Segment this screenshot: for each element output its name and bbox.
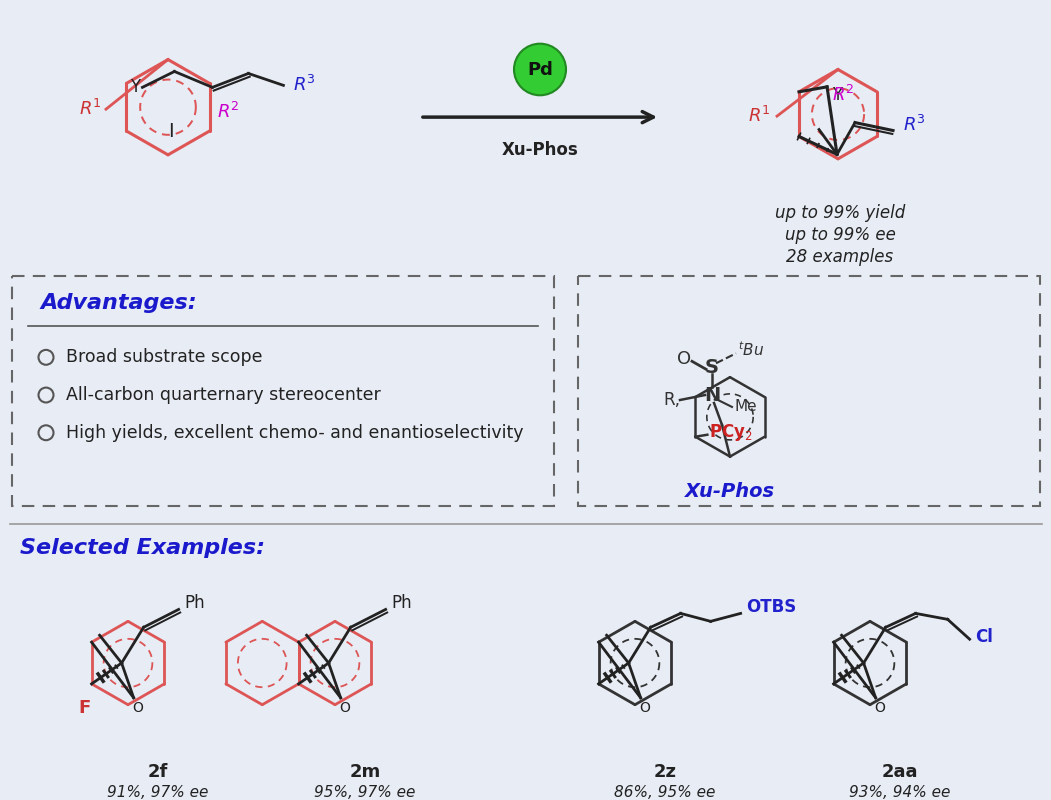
Text: $R^2$: $R^2$ — [831, 85, 854, 105]
Text: $R^3$: $R^3$ — [903, 114, 926, 134]
Text: Y: Y — [832, 86, 842, 104]
Text: O: O — [677, 350, 692, 368]
Text: OTBS: OTBS — [745, 598, 796, 617]
Text: Advantages:: Advantages: — [40, 293, 197, 313]
Text: 28 examples: 28 examples — [786, 248, 893, 266]
Text: 2aa: 2aa — [882, 763, 919, 782]
Text: up to 99% ee: up to 99% ee — [784, 226, 895, 244]
Text: Pd: Pd — [527, 62, 553, 79]
Text: 86%, 95% ee: 86%, 95% ee — [615, 785, 716, 799]
Text: Ph: Ph — [392, 594, 412, 613]
Text: up to 99% yield: up to 99% yield — [775, 204, 905, 222]
Text: 2z: 2z — [654, 763, 677, 782]
Text: Xu-Phos: Xu-Phos — [501, 141, 578, 159]
Text: N: N — [704, 386, 720, 405]
Text: $^tBu$: $^tBu$ — [738, 340, 764, 358]
Text: $R^1$: $R^1$ — [80, 99, 102, 119]
Text: 2f: 2f — [148, 763, 168, 782]
Text: PCy$_2$: PCy$_2$ — [709, 422, 753, 443]
Text: Selected Examples:: Selected Examples: — [20, 538, 265, 558]
Text: 2m: 2m — [349, 763, 380, 782]
Text: Cl: Cl — [974, 628, 992, 646]
Text: Broad substrate scope: Broad substrate scope — [66, 348, 263, 366]
Text: 91%, 97% ee: 91%, 97% ee — [107, 785, 209, 799]
Text: O: O — [132, 701, 143, 714]
Text: O: O — [874, 701, 885, 714]
Text: Me: Me — [734, 399, 757, 414]
Text: Xu-Phos: Xu-Phos — [685, 482, 775, 501]
FancyBboxPatch shape — [12, 276, 554, 506]
FancyBboxPatch shape — [578, 276, 1040, 506]
Text: 95%, 97% ee: 95%, 97% ee — [314, 785, 416, 799]
Text: O: O — [339, 701, 350, 714]
Text: 93%, 94% ee: 93%, 94% ee — [849, 785, 951, 799]
Text: $R^1$: $R^1$ — [748, 106, 771, 126]
Text: O: O — [639, 701, 651, 714]
Circle shape — [514, 44, 566, 95]
Text: R,: R, — [663, 391, 680, 409]
Text: S: S — [705, 358, 719, 377]
Text: Y: Y — [130, 78, 141, 96]
Text: High yields, excellent chemo- and enantioselectivity: High yields, excellent chemo- and enanti… — [66, 424, 523, 442]
Text: Ph: Ph — [185, 594, 205, 613]
Text: $R^3$: $R^3$ — [293, 75, 316, 95]
Text: F: F — [79, 698, 91, 717]
Text: I: I — [168, 122, 173, 141]
Text: All-carbon quarternary stereocenter: All-carbon quarternary stereocenter — [66, 386, 380, 404]
Text: $R^2$: $R^2$ — [218, 102, 240, 122]
